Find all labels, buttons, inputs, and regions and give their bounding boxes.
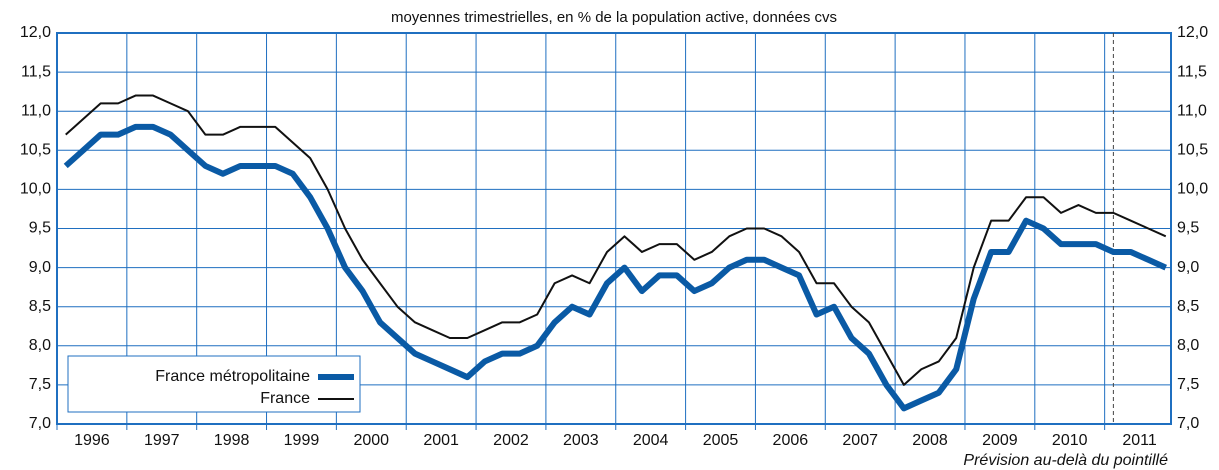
x-tick-label: 2005 <box>703 432 739 449</box>
y-tick-label: 12,0 <box>20 24 51 41</box>
y2-tick-label: 7,0 <box>1177 415 1199 432</box>
legend-label: France <box>260 390 310 407</box>
x-tick-label: 1999 <box>284 432 320 449</box>
x-tick-label: 2008 <box>912 432 948 449</box>
chart-subtitle: moyennes trimestrielles, en % de la popu… <box>391 9 837 26</box>
y-tick-label: 9,5 <box>29 220 51 237</box>
y-tick-label: 7,5 <box>29 376 51 393</box>
x-tick-label: 2002 <box>493 432 529 449</box>
y-tick-label: 10,0 <box>20 181 51 198</box>
x-tick-label: 2009 <box>982 432 1018 449</box>
y2-tick-label: 8,5 <box>1177 298 1199 315</box>
x-tick-label: 2010 <box>1052 432 1088 449</box>
series-line <box>63 123 1167 412</box>
legend-label: France métropolitaine <box>155 368 310 385</box>
y2-tick-label: 11,0 <box>1177 102 1207 119</box>
y2-tick-label: 11,5 <box>1177 63 1207 80</box>
x-tick-label: 2006 <box>773 432 809 449</box>
y2-tick-label: 9,0 <box>1177 259 1199 276</box>
x-tick-label: 2000 <box>353 432 389 449</box>
y-tick-label: 11,0 <box>21 102 51 119</box>
y-tick-label: 10,5 <box>20 142 51 159</box>
y-tick-label: 9,0 <box>29 259 51 276</box>
x-tick-label: 2001 <box>423 432 459 449</box>
x-tick-label: 2007 <box>842 432 878 449</box>
x-tick-label: 2004 <box>633 432 669 449</box>
y2-tick-label: 9,5 <box>1177 220 1199 237</box>
plot-frame <box>56 32 1172 425</box>
y2-tick-label: 10,0 <box>1177 181 1208 198</box>
x-tick-label: 1996 <box>74 432 110 449</box>
x-tick-label: 1997 <box>144 432 180 449</box>
y2-tick-label: 12,0 <box>1177 24 1208 41</box>
forecast-note: Prévision au-delà du pointillé <box>963 452 1168 469</box>
y2-tick-label: 10,5 <box>1177 142 1208 159</box>
series-line <box>65 94 1167 386</box>
y-tick-label: 7,0 <box>29 415 51 432</box>
y-tick-label: 8,0 <box>29 337 51 354</box>
y2-tick-label: 7,5 <box>1177 376 1199 393</box>
y2-tick-label: 8,0 <box>1177 337 1199 354</box>
legend-box <box>67 355 361 413</box>
y-tick-label: 8,5 <box>29 298 51 315</box>
x-tick-label: 1998 <box>214 432 250 449</box>
x-tick-label: 2011 <box>1122 432 1157 449</box>
x-tick-label: 2003 <box>563 432 599 449</box>
y-tick-label: 11,5 <box>21 63 51 80</box>
